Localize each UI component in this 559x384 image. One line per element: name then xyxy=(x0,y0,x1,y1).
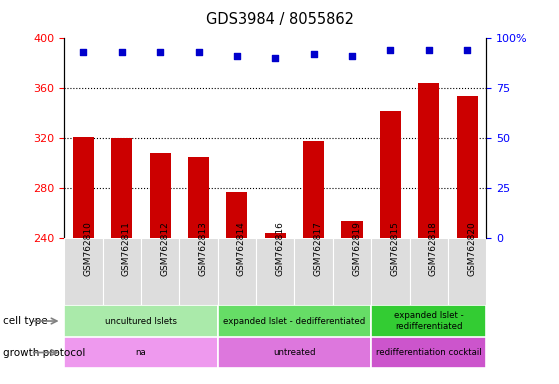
Point xyxy=(386,47,395,53)
Bar xyxy=(380,111,401,238)
Bar xyxy=(141,238,179,305)
Bar xyxy=(226,192,248,238)
Text: na: na xyxy=(136,348,146,357)
Bar xyxy=(64,337,218,368)
Bar xyxy=(188,157,209,238)
Point xyxy=(156,49,165,55)
Text: growth protocol: growth protocol xyxy=(3,348,85,358)
Bar xyxy=(256,238,295,305)
Bar xyxy=(371,337,486,368)
Point xyxy=(309,51,318,58)
Point xyxy=(348,53,357,60)
Bar xyxy=(179,238,218,305)
Text: uncultured Islets: uncultured Islets xyxy=(105,316,177,326)
Bar xyxy=(103,238,141,305)
Point xyxy=(79,49,88,55)
Text: GDS3984 / 8055862: GDS3984 / 8055862 xyxy=(206,12,353,26)
Text: GSM762818: GSM762818 xyxy=(429,221,438,276)
Text: redifferentiation cocktail: redifferentiation cocktail xyxy=(376,348,482,357)
Text: GSM762810: GSM762810 xyxy=(83,221,92,276)
Text: expanded Islet - dedifferentiated: expanded Islet - dedifferentiated xyxy=(224,316,366,326)
Bar xyxy=(410,238,448,305)
Bar xyxy=(333,238,371,305)
Bar xyxy=(457,96,478,238)
Bar xyxy=(265,233,286,238)
Bar xyxy=(64,305,218,337)
Bar xyxy=(371,238,410,305)
Bar xyxy=(150,153,170,238)
Bar xyxy=(418,83,439,238)
Text: GSM762812: GSM762812 xyxy=(160,221,169,276)
Bar xyxy=(371,305,486,337)
Bar xyxy=(448,238,486,305)
Bar xyxy=(218,238,256,305)
Text: GSM762819: GSM762819 xyxy=(352,221,361,276)
Bar xyxy=(64,238,103,305)
Point xyxy=(233,53,241,60)
Bar xyxy=(218,305,371,337)
Text: GSM762813: GSM762813 xyxy=(198,221,207,276)
Bar xyxy=(111,138,132,238)
Text: GSM762820: GSM762820 xyxy=(467,221,476,276)
Text: GSM762816: GSM762816 xyxy=(275,221,285,276)
Text: GSM762817: GSM762817 xyxy=(314,221,323,276)
Point xyxy=(117,49,126,55)
Point xyxy=(194,49,203,55)
Text: GSM762815: GSM762815 xyxy=(390,221,400,276)
Point xyxy=(271,55,280,61)
Point xyxy=(463,47,472,53)
Text: expanded Islet -
redifferentiated: expanded Islet - redifferentiated xyxy=(394,311,463,331)
Text: GSM762814: GSM762814 xyxy=(237,221,246,276)
Bar xyxy=(303,141,324,238)
Text: cell type: cell type xyxy=(3,316,48,326)
Point xyxy=(424,47,433,53)
Bar xyxy=(342,220,363,238)
Text: GSM762811: GSM762811 xyxy=(122,221,131,276)
Bar xyxy=(218,337,371,368)
Bar xyxy=(73,137,94,238)
Bar xyxy=(295,238,333,305)
Text: untreated: untreated xyxy=(273,348,316,357)
